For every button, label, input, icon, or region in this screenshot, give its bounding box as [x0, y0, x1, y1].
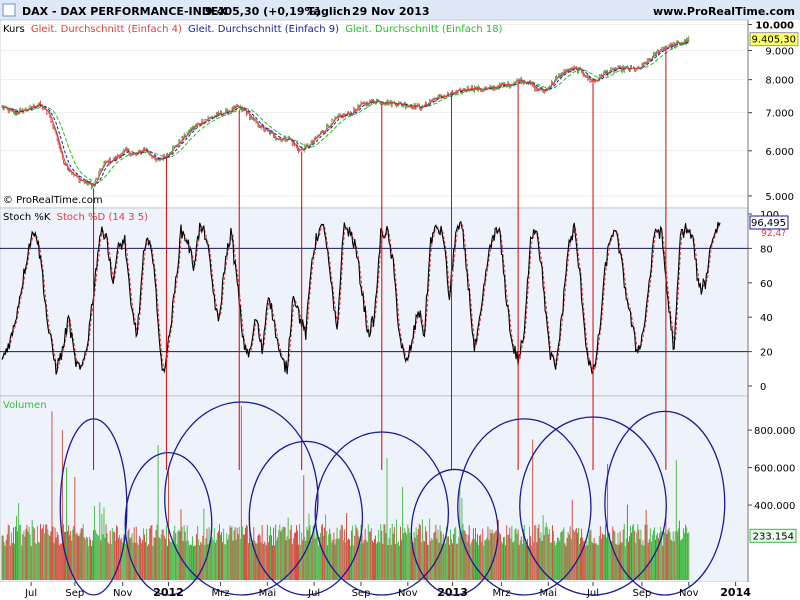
x-axis-label: Nov: [398, 588, 418, 599]
stochastic-series-group: [0, 220, 748, 375]
stoch-tick-label: 80: [760, 244, 773, 255]
volume-ellipse: [604, 410, 726, 596]
x-axis-label: 2013: [437, 586, 468, 599]
last-price-badge: [749, 32, 799, 47]
stoch-tick-label: 0: [760, 382, 766, 393]
price-tick-label: 9.000: [765, 47, 794, 58]
volume-ellipse: [457, 418, 592, 596]
volume-ellipse: [410, 468, 499, 596]
stoch-tick-label: 40: [760, 313, 773, 324]
price-tick-label: 5.000: [765, 192, 794, 203]
window-icon: [2, 3, 16, 17]
site-label: www.ProRealTime.com: [653, 5, 795, 18]
right-axis-area: [748, 20, 800, 582]
legend-kurs: Kurs: [3, 24, 25, 35]
stoch-tick-label: 20: [760, 348, 773, 359]
price-tick-label: 10.000: [755, 20, 794, 31]
volume-ellipse: [124, 451, 213, 596]
volume-ellipse: [248, 440, 364, 596]
volume-legend: Volumen: [3, 400, 47, 411]
x-axis-label: Jul: [586, 588, 599, 599]
last-price-label: 9.405,30: [751, 35, 796, 46]
legend-stoch-d: Stoch %D (14 3 5): [57, 212, 148, 223]
stoch-tick-label: 60: [760, 279, 773, 290]
volume-bars-group: [1, 405, 690, 580]
volume-tick-label: 800.000: [754, 426, 795, 437]
stochastic-panel: [0, 207, 749, 397]
price-panel: [0, 19, 749, 209]
x-axis-label: Nov: [113, 588, 133, 599]
legend-ma4: Gleit. Durchschnitt (Einfach 4): [31, 24, 182, 35]
x-axis-label: 2014: [720, 586, 751, 599]
watermark: © ProRealTime.com: [3, 195, 103, 206]
instrument-name: DAX - DAX PERFORMANCE-INDEX: [22, 5, 227, 18]
legend-ma18: Gleit. Durchschnitt (Einfach 18): [345, 24, 502, 35]
price-series-group: [0, 24, 748, 197]
x-axis-label: Mrz: [492, 588, 510, 599]
x-axis-label: Sep: [352, 588, 371, 599]
marker-lines-group: [93, 48, 667, 470]
volume-ellipse: [314, 431, 450, 596]
volume-tick-label: 600.000: [754, 464, 795, 475]
price-tick-label: 6.000: [765, 147, 794, 158]
x-axis-label: Mai: [540, 588, 558, 599]
x-axis-label: Sep: [65, 588, 84, 599]
date-label: 29 Nov 2013: [352, 5, 430, 18]
volume-ellipses-group: [59, 401, 726, 596]
x-axis-area: [0, 582, 800, 600]
stoch-d-value-label: 92,4?: [761, 229, 786, 239]
x-axis-label: Mai: [259, 588, 277, 599]
period-label: Täglich: [307, 5, 351, 18]
volume-tick-label: 400.000: [754, 501, 795, 512]
stoch-d-line: [1, 223, 721, 372]
price-legend: Kurs Gleit. Durchschnitt (Einfach 4) Gle…: [3, 24, 503, 35]
volume-ellipse: [164, 401, 319, 596]
stoch-value-label: 96,495: [751, 218, 786, 229]
ma18-line: [1, 42, 689, 183]
stoch-value-badge: [749, 215, 789, 230]
x-axis-label: Jul: [24, 588, 37, 599]
legend-stoch-k: Stoch %K: [3, 212, 51, 223]
x-axis-label: 2012: [153, 586, 184, 599]
title-bar: [0, 0, 800, 20]
volume-ellipse: [519, 416, 667, 596]
ma4-line: [1, 39, 690, 187]
last-price: 9.405,30 (+0,19%): [205, 5, 321, 18]
x-axis-label: Nov: [679, 588, 699, 599]
x-axis-label: Mrz: [212, 588, 230, 599]
stoch-k-line: [1, 220, 721, 375]
price-tick-label: 8.000: [765, 76, 794, 87]
axes-group: 10.0009.0008.0007.0006.0005.0009.405,301…: [24, 20, 799, 599]
x-axis-label: Sep: [633, 588, 652, 599]
price-tick-label: 7.000: [765, 109, 794, 120]
volume-value-badge: [749, 528, 797, 543]
stoch-legend: Stoch %K Stoch %D (14 3 5): [3, 212, 148, 223]
volume-value-label: 233.154: [753, 531, 794, 542]
x-axis-label: Jul: [307, 588, 320, 599]
legend-ma9: Gleit. Durchschnitt (Einfach 9): [188, 24, 339, 35]
